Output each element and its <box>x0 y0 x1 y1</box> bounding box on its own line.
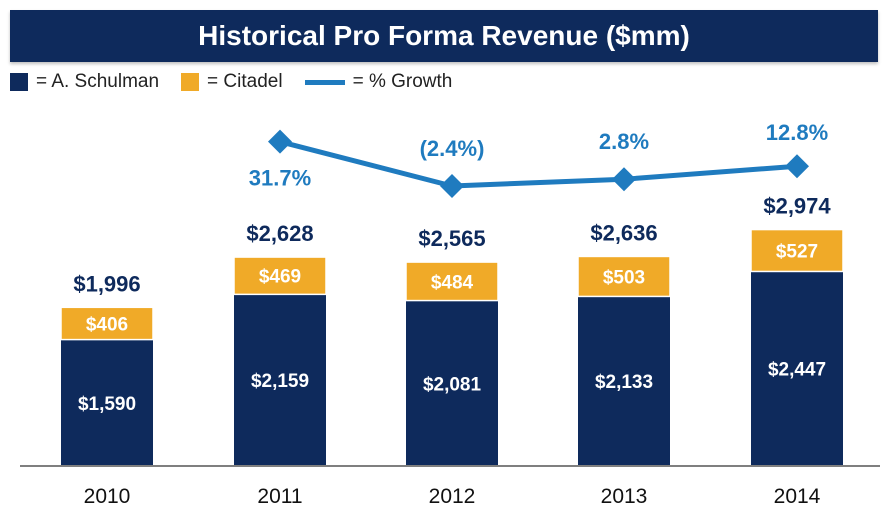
label-total-2012: $2,565 <box>418 226 485 251</box>
bar-citadel-2011 <box>233 256 327 296</box>
legend-item-citadel: = Citadel <box>181 71 283 93</box>
growth-label-2011: 31.7% <box>249 166 311 191</box>
growth-marker-2012 <box>440 174 464 198</box>
label-total-2010: $1,996 <box>73 271 140 296</box>
label-schulman-2011: $2,159 <box>251 371 309 392</box>
label-total-2013: $2,636 <box>590 220 657 245</box>
legend-item-growth: = % Growth <box>304 71 453 93</box>
bar-schulman-2011 <box>234 294 326 466</box>
bar-citadel-2010 <box>60 306 154 341</box>
legend-label-growth: = % Growth <box>352 71 453 92</box>
growth-marker-2013 <box>612 167 636 192</box>
bar-citadel-2012 <box>405 261 499 302</box>
growth-label-2014: 12.8% <box>766 120 828 145</box>
legend-label-schulman: = A. Schulman <box>36 71 160 92</box>
growth-label-2012: (2.4%) <box>420 136 485 161</box>
label-citadel-2012: $484 <box>431 272 474 293</box>
label-citadel-2010: $406 <box>86 314 128 335</box>
label-schulman-2013: $2,133 <box>595 372 653 393</box>
legend-label-citadel: = Citadel <box>207 71 283 92</box>
bar-citadel-2013 <box>577 255 671 298</box>
growth-marker-2011 <box>268 129 292 154</box>
label-total-2011: $2,628 <box>246 221 313 246</box>
label-schulman-2010: $1,590 <box>78 394 136 415</box>
chart-title: Historical Pro Forma Revenue ($mm) <box>198 20 690 51</box>
legend-swatch-schulman <box>10 73 28 91</box>
bar-schulman-2010 <box>61 339 153 466</box>
bar-schulman-2012 <box>406 300 498 466</box>
bar-schulman-2013 <box>578 296 670 466</box>
label-schulman-2012: $2,081 <box>423 374 482 395</box>
x-tick-2013: 2013 <box>601 485 648 508</box>
growth-line <box>279 139 798 189</box>
label-citadel-2014: $527 <box>776 242 818 263</box>
x-tick-2012: 2012 <box>429 485 476 508</box>
legend-item-schulman: = A. Schulman <box>10 71 159 93</box>
label-citadel-2013: $503 <box>603 267 645 288</box>
label-total-2014: $2,974 <box>763 194 831 219</box>
legend-swatch-citadel <box>181 73 200 91</box>
bar-schulman-2014 <box>751 271 843 466</box>
growth-label-2013: 2.8% <box>599 129 649 154</box>
label-citadel-2011: $469 <box>259 267 301 288</box>
x-tick-2010: 2010 <box>84 485 131 508</box>
growth-marker-2014 <box>785 154 809 179</box>
bar-citadel-2014 <box>750 228 844 273</box>
title-bar: Historical Pro Forma Revenue ($mm) <box>10 10 878 62</box>
legend-swatch-growth <box>304 79 345 85</box>
label-schulman-2014: $2,447 <box>768 360 826 381</box>
x-tick-2011: 2011 <box>257 485 302 508</box>
x-tick-2014: 2014 <box>774 485 821 508</box>
legend: = A. Schulman = Citadel = % Growth <box>10 70 474 94</box>
